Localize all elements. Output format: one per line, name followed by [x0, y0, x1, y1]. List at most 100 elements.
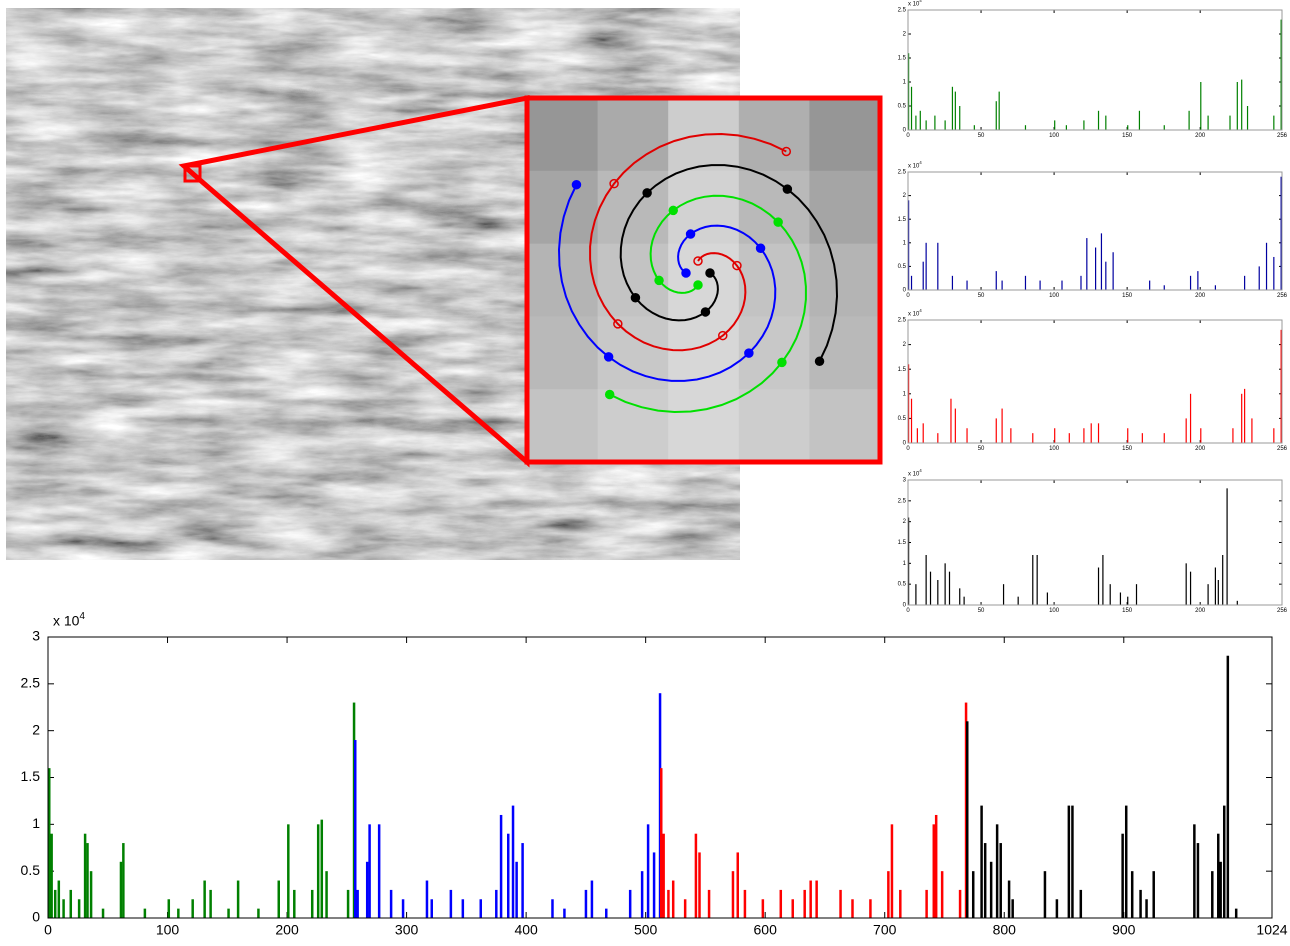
- plot-frame: [907, 479, 1283, 606]
- plot-frame: [907, 9, 1283, 131]
- bar: [1280, 329, 1282, 443]
- spiral: [589, 132, 787, 352]
- x-tick-label: 150: [1122, 293, 1133, 299]
- bar: [954, 408, 956, 443]
- bar: [1222, 805, 1226, 918]
- bar: [584, 889, 588, 918]
- bar: [937, 580, 939, 605]
- pixel: [809, 243, 881, 317]
- bar: [1207, 584, 1209, 605]
- y-tick-label: 0: [903, 603, 907, 609]
- spiral-point: [755, 243, 766, 253]
- bar: [563, 908, 566, 918]
- bar: [1105, 115, 1107, 130]
- y-multiplier-base: x 10: [908, 311, 920, 317]
- x-tick-label: 50: [978, 446, 985, 452]
- y-multiplier-base: x 10: [908, 1, 920, 7]
- bar: [937, 242, 939, 290]
- bar: [1032, 433, 1034, 443]
- x-tick-label: 400: [514, 921, 538, 937]
- spiral-point: [604, 389, 615, 400]
- spiral-point: [613, 319, 623, 329]
- bar: [929, 571, 932, 605]
- bar: [365, 861, 369, 918]
- pixel: [738, 170, 810, 245]
- bar: [449, 889, 453, 918]
- bar: [377, 824, 381, 918]
- bar: [925, 555, 927, 605]
- bar: [910, 275, 913, 290]
- y-tick-label: 2: [903, 193, 907, 199]
- bar: [1119, 592, 1122, 605]
- bar: [980, 805, 983, 918]
- bar: [1244, 388, 1246, 443]
- bar: [1214, 567, 1216, 605]
- bar: [1141, 433, 1143, 443]
- x-tick-label: 50: [978, 608, 985, 614]
- bar: [662, 833, 665, 918]
- bar: [1065, 125, 1067, 130]
- bar: [1097, 110, 1100, 130]
- spiral: [609, 194, 807, 414]
- bar: [995, 418, 997, 443]
- bar: [995, 101, 997, 130]
- bar: [1217, 580, 1219, 605]
- x-tick-label: 150: [1122, 446, 1133, 452]
- bar: [925, 120, 927, 130]
- spiral-point: [693, 280, 703, 290]
- spiral-point: [782, 184, 793, 194]
- x-tick-label: 900: [1112, 921, 1136, 937]
- bar: [995, 824, 999, 918]
- y-multiplier: x 104: [908, 0, 922, 7]
- x-tick-label: 256: [1277, 446, 1288, 452]
- bar: [937, 433, 939, 443]
- bar: [1280, 176, 1282, 290]
- bar: [1054, 120, 1056, 130]
- bar: [1211, 871, 1214, 918]
- y-tick-label: 0: [903, 288, 907, 294]
- bar: [257, 908, 260, 918]
- spiral-point: [630, 293, 641, 303]
- y-tick-label: 1: [903, 240, 907, 246]
- bar: [1055, 899, 1059, 918]
- pixel: [809, 170, 881, 245]
- bar: [959, 588, 961, 605]
- bar: [1185, 563, 1187, 605]
- bar: [1185, 418, 1187, 443]
- bar: [919, 110, 921, 130]
- bar: [1102, 555, 1104, 605]
- bar: [1200, 428, 1202, 443]
- bar: [1244, 275, 1246, 290]
- bar: [1246, 106, 1249, 130]
- bar: [1097, 567, 1100, 605]
- bar: [1061, 280, 1063, 290]
- y-tick-label: 1.5: [898, 367, 907, 373]
- y-multiplier: x 104: [53, 611, 85, 629]
- bar: [951, 86, 954, 130]
- bar: [646, 824, 650, 918]
- bar: [698, 852, 701, 918]
- bar: [934, 814, 938, 918]
- bar: [983, 843, 987, 918]
- spiral-point: [700, 307, 711, 317]
- x-tick-label: 200: [1195, 293, 1206, 299]
- x-tick-label: 700: [873, 921, 897, 937]
- bar: [1152, 871, 1155, 918]
- x-tick-label: 200: [1195, 446, 1206, 452]
- bar: [354, 740, 357, 918]
- bar: [1036, 555, 1038, 605]
- x-tick-label: 100: [156, 921, 180, 937]
- bar: [177, 908, 180, 918]
- y-tick-label: 0.5: [898, 104, 907, 110]
- bar: [910, 86, 913, 130]
- bar: [551, 899, 554, 918]
- bar: [320, 819, 324, 918]
- y-tick-label: 3: [903, 478, 907, 484]
- bar: [1024, 125, 1027, 130]
- bar: [461, 899, 465, 918]
- bar: [277, 880, 280, 918]
- spiral-point: [693, 256, 703, 266]
- x-tick-label: 100: [1049, 133, 1060, 139]
- bar: [995, 271, 997, 290]
- pixel: [738, 389, 810, 463]
